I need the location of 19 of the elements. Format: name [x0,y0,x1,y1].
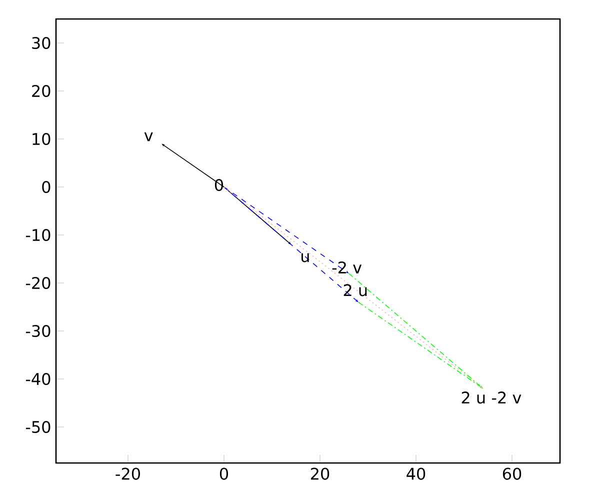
y-tick-label: -50 [26,420,50,434]
y-tick-label: 10 [32,132,50,146]
y-tick-label: -30 [26,324,50,338]
x-tick-label: 40 [406,468,426,480]
annotation: -2 v [332,261,362,274]
y-tick-label: -40 [26,372,50,386]
y-tick-label: -10 [26,228,50,242]
y-tick-label: 30 [32,36,50,50]
y-tick-label: -20 [26,276,50,290]
annotation: v [144,132,153,142]
y-tick-label: 20 [32,84,50,98]
y-tick-label: 0 [42,180,50,194]
annotation: 2 u [344,284,367,296]
x-tick-label: 60 [502,468,522,480]
annotation: 2 u -2 v [462,392,522,404]
x-tick-label: 0 [220,468,228,480]
annotation: u [301,253,309,262]
x-tick-label: -20 [116,468,140,480]
x-tick-label: 20 [310,468,330,480]
